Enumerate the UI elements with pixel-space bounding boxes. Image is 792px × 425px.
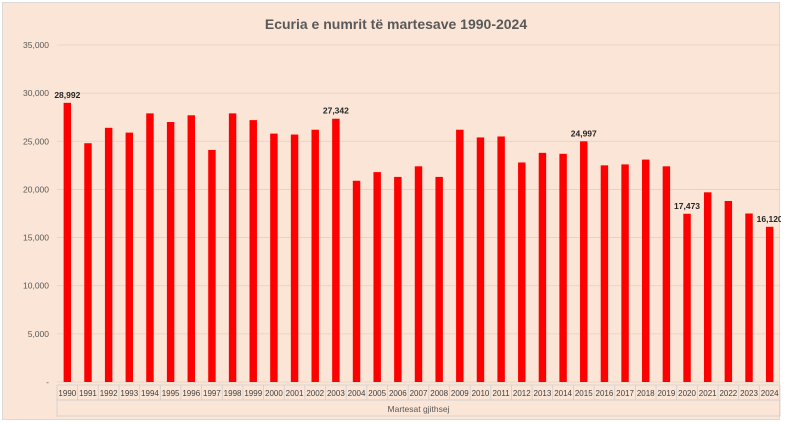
x-tick-label: 2010: [472, 389, 490, 398]
bar-1994: [146, 113, 154, 382]
bar-1999: [249, 120, 257, 383]
x-tick-label: 2018: [637, 389, 655, 398]
bar-2001: [290, 134, 299, 382]
x-tick-label: 1997: [203, 389, 221, 398]
x-tick-label: 1991: [79, 389, 97, 398]
data-label-2003: 27,342: [323, 106, 349, 116]
y-tick-label: 25,000: [23, 136, 49, 146]
y-tick-label: 5,000: [28, 329, 50, 339]
bar-chart: Ecuria e numrit të martesave 1990-2024 -…: [23, 16, 781, 417]
bar-2022: [724, 200, 733, 382]
x-tick-label: 2014: [554, 389, 572, 398]
x-tick-label: 2002: [306, 389, 324, 398]
x-tick-label: 2013: [534, 389, 552, 398]
data-label-2020: 17,473: [674, 201, 700, 211]
bar-2024: [765, 226, 774, 382]
x-tick-label: 2011: [493, 389, 511, 398]
x-tick-label: 1994: [141, 389, 159, 398]
y-tick-label: 35,000: [23, 40, 49, 50]
bar-2011: [497, 136, 505, 382]
bar-2004: [352, 180, 361, 382]
bar-2006: [394, 176, 402, 382]
x-tick-label: 1990: [58, 389, 76, 398]
bar-1998: [228, 113, 237, 382]
bar-2020: [683, 213, 691, 382]
x-tick-label: 2022: [719, 389, 737, 398]
bar-1991: [84, 143, 92, 382]
bar-1992: [104, 127, 113, 382]
x-axis-ticks: 1990 1991 1992 1993 1994 1995 1996 1997 1998 1999…: [56, 384, 781, 401]
bar-2021: [703, 192, 712, 382]
bar-1990: [63, 102, 72, 383]
x-tick-label: 1998: [224, 389, 242, 398]
bar-2005: [373, 172, 381, 382]
x-tick-label: 2015: [575, 389, 593, 398]
data-label-1990: 28,992: [54, 90, 80, 100]
bar-1995: [166, 122, 175, 383]
y-tick-label: 10,000: [23, 281, 49, 291]
bar-2013: [538, 152, 547, 382]
bar-2015: [580, 141, 588, 382]
x-axis-legend-box: [56, 399, 781, 417]
bar-2003: [332, 118, 340, 383]
x-tick-label: 2009: [451, 389, 469, 398]
data-labels: 28,992 27,342 24,997 17,473 16,120: [54, 90, 781, 224]
x-tick-label: 1992: [100, 389, 118, 398]
x-tick-label: 1996: [182, 389, 200, 398]
x-tick-label: 2016: [596, 389, 614, 398]
x-tick-label: 2004: [348, 389, 366, 398]
bar-2023: [745, 213, 753, 382]
bar-2010: [476, 137, 485, 382]
x-tick-label: 2001: [286, 389, 304, 398]
chart-frame: Ecuria e numrit të martesave 1990-2024 -…: [2, 2, 781, 420]
y-tick-label: -: [46, 377, 49, 387]
x-tick-label: 2012: [513, 389, 531, 398]
chart-title: Ecuria e numrit të martesave 1990-2024: [265, 16, 527, 32]
x-tick-label: 2021: [699, 389, 717, 398]
bar-2019: [662, 166, 671, 382]
bar-2017: [621, 164, 629, 382]
x-tick-label: 2023: [740, 389, 758, 398]
bar-1993: [125, 132, 134, 382]
y-tick-label: 30,000: [23, 88, 49, 98]
x-tick-label: 2019: [657, 389, 675, 398]
bar-2018: [642, 159, 650, 382]
x-tick-label: 1993: [120, 389, 138, 398]
bar-2002: [311, 129, 319, 382]
bar-2012: [518, 162, 526, 382]
bar-2000: [270, 133, 278, 382]
y-axis-ticks: - 5,000 10,000 15,000 20,000 25,000 30,000 35,0…: [23, 40, 49, 387]
x-tick-label: 1995: [162, 389, 180, 398]
x-tick-label: 2017: [616, 389, 634, 398]
y-tick-label: 15,000: [23, 233, 49, 243]
bar-2007: [414, 166, 423, 382]
data-label-2015: 24,997: [571, 128, 597, 138]
x-axis-title: Martesat gjithsej: [388, 404, 450, 414]
x-tick-label: 2020: [678, 389, 696, 398]
bar-1997: [208, 149, 216, 382]
y-tick-label: 20,000: [23, 184, 49, 194]
x-tick-label: 2006: [389, 389, 407, 398]
x-tick-label: 2007: [410, 389, 428, 398]
x-tick-label: 2005: [368, 389, 386, 398]
data-label-2024: 16,120: [757, 214, 781, 224]
bar-2008: [435, 176, 443, 382]
x-tick-label: 2024: [761, 389, 779, 398]
bar-2009: [456, 129, 464, 382]
bar-2016: [600, 165, 609, 382]
x-tick-label: 2003: [327, 389, 345, 398]
bars: [63, 102, 774, 383]
x-tick-label: 1999: [244, 389, 262, 398]
bar-2014: [559, 153, 567, 382]
x-tick-label: 2000: [265, 389, 283, 398]
bar-1996: [187, 115, 195, 382]
x-tick-label: 2008: [430, 389, 448, 398]
